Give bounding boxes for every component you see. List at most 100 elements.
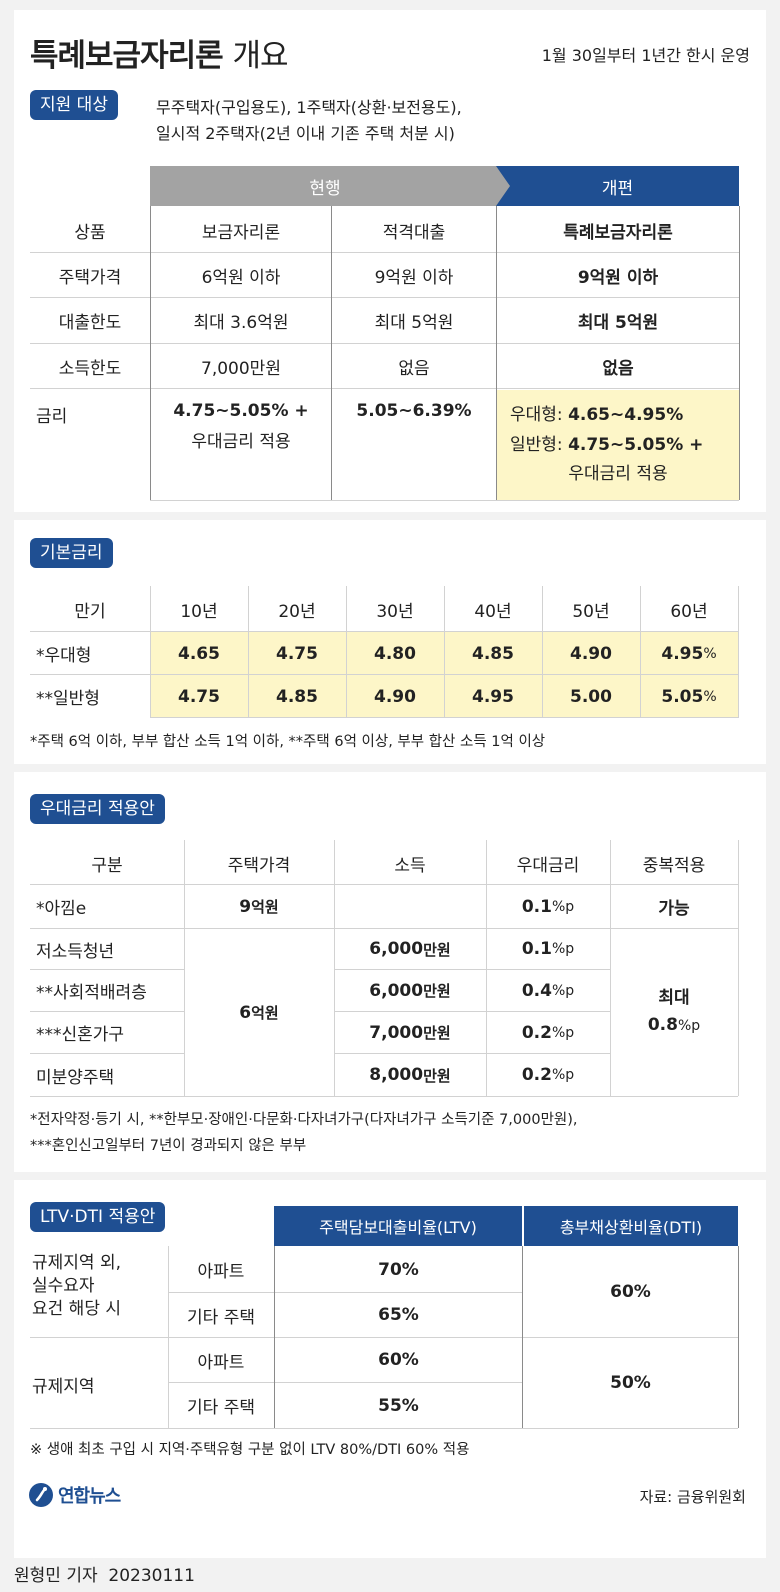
pref-income-social: 6,000 만원	[369, 980, 451, 1001]
pref-cat-unsold: 미분양주택	[36, 1067, 115, 1088]
term-40: 40년	[474, 602, 512, 622]
ltv-type-other-2: 기타 주택	[187, 1398, 255, 1418]
yonhap-logo-icon	[29, 1483, 53, 1507]
new-price: 9억원 이하	[577, 267, 659, 288]
pref-dup-max: 최대 0.8%p	[647, 988, 701, 1035]
new-limit: 최대 5억원	[577, 313, 659, 333]
base-rate-panel: 기본금리 만기 10년 20년 30년 40년 50년 60년 *우대형 4.6…	[14, 520, 766, 764]
pref-rate-social: 0.4 %p	[521, 980, 575, 1001]
ltv-type-apt-1: 아파트	[197, 1262, 245, 1282]
new-rate-line-3: 우대금리 적용	[568, 463, 668, 484]
target-line-1: 무주택자(구입용도), 1주택자(상환·보전용도),	[156, 98, 462, 117]
bogeum-price: 6억원 이하	[201, 267, 281, 288]
ltv-panel: LTV·DTI 적용안 주택담보대출비율(LTV) 총부채상환비율(DTI) 규…	[14, 1180, 766, 1558]
source-note: 자료: 금융위원회	[639, 1488, 746, 1506]
term-60: 60년	[670, 602, 708, 622]
target-line-2: 일시적 2주택자(2년 이내 기존 주택 처분 시)	[156, 124, 455, 143]
pref-dup-possible: 가능	[658, 899, 690, 919]
pref-header-price: 주택가격	[227, 855, 291, 876]
ltv-value-2: 65%	[378, 1305, 419, 1325]
term-30: 30년	[376, 602, 414, 622]
pref-income-newlywed: 7,000 만원	[369, 1022, 451, 1043]
base-rate-badge: 기본금리	[30, 538, 113, 568]
pref-cat-newlywed: ***신혼가구	[36, 1025, 125, 1045]
rate-pref-50: 4.90	[570, 643, 612, 664]
dti-value-2: 50%	[610, 1373, 651, 1393]
new-rate-highlight	[496, 390, 739, 500]
rate-gen-50: 5.00	[570, 686, 612, 707]
row-label-price: 주택가격	[58, 267, 122, 288]
ltv-badge: LTV·DTI 적용안	[30, 1202, 166, 1232]
bogeum-rate-1: 4.75~5.05% +	[173, 401, 309, 421]
header-current-bar	[150, 166, 520, 206]
ltv-header: 주택담보대출비율(LTV)	[319, 1218, 477, 1237]
pref-price-6: 6 억원	[239, 1002, 279, 1023]
pref-header-dup: 중복적용	[642, 855, 706, 876]
new-rate-line-1: 우대형: 4.65~4.95%	[510, 405, 684, 425]
preferential-badge: 우대금리 적용안	[30, 794, 165, 824]
term-20: 20년	[278, 602, 316, 622]
page-title-suffix: 개요	[232, 38, 288, 74]
ltv-footnote: ※ 생애 최초 구입 시 지역·주택유형 구분 없이 LTV 80%/DTI 6…	[30, 1442, 470, 1458]
jeokgyeok-income: 없음	[398, 358, 430, 379]
rate-pref-10: 4.65	[178, 643, 220, 664]
ltv-value-4: 55%	[378, 1395, 419, 1416]
term-10: 10년	[180, 602, 218, 622]
new-product: 특례보금자리론	[563, 222, 673, 243]
rate-pref-30: 4.80	[374, 643, 416, 664]
jeokgyeok-product: 적격대출	[382, 222, 446, 243]
jeokgyeok-limit: 최대 5억원	[374, 313, 454, 333]
bogeum-income: 7,000만원	[201, 358, 281, 379]
row-label-product: 상품	[74, 222, 106, 243]
pref-income-unsold: 8,000 만원	[369, 1065, 451, 1085]
pref-cat-youth: 저소득청년	[36, 941, 115, 962]
dti-header: 총부채상환비율(DTI)	[559, 1218, 703, 1237]
pref-header-category: 구분	[91, 855, 123, 876]
ltv-value-1: 70%	[378, 1259, 419, 1280]
pref-footnote-1: *전자약정·등기 시, **한부모·장애인·다문화·다자녀가구(다자녀가구 소득…	[30, 1112, 578, 1128]
ltv-type-apt-2: 아파트	[197, 1352, 245, 1373]
pref-price-9: 9 억원	[239, 896, 279, 917]
rate-gen-10: 4.75	[178, 686, 220, 707]
row-label-rate: 금리	[36, 407, 68, 427]
jeokgyeok-price: 9억원 이하	[374, 267, 454, 288]
ltv-group-nonregulated: 규제지역 외, 실수요자 요건 해당 시	[32, 1253, 122, 1319]
pref-header-rate: 우대금리	[516, 855, 580, 876]
rate-gen-60: 5.05%	[661, 686, 717, 707]
target-badge: 지원 대상	[30, 90, 118, 120]
jeokgyeok-rate: 5.05~6.39%	[356, 401, 472, 421]
base-rate-footnote: *주택 6억 이하, 부부 합산 소득 1억 이하, **주택 6억 이상, 부…	[30, 734, 546, 750]
pref-header-income: 소득	[394, 855, 426, 876]
rate-pref-20: 4.75	[276, 643, 318, 664]
pref-footnote-2: ***혼인신고일부터 7년이 경과되지 않은 부부	[30, 1138, 307, 1154]
pref-rate-newlywed: 0.2 %p	[521, 1022, 575, 1043]
pref-rate-unsold: 0.2 %p	[521, 1065, 575, 1085]
ltv-type-other-1: 기타 주택	[187, 1307, 255, 1328]
new-rate-line-2: 일반형: 4.75~5.05% +	[510, 435, 704, 455]
row-label-income: 소득한도	[58, 358, 122, 379]
header-current: 현행	[309, 178, 341, 199]
new-income: 없음	[602, 358, 634, 379]
yonhap-logo: 연합뉴스	[28, 1480, 121, 1510]
header-new: 개편	[601, 178, 634, 199]
term-label: 만기	[74, 602, 106, 622]
row-label-limit: 대출한도	[58, 313, 122, 333]
bogeum-rate-2: 우대금리 적용	[191, 431, 291, 452]
period-note: 1월 30일부터 1년간 한시 운영	[541, 46, 750, 65]
pref-rate-akkim: 0.1 %p	[521, 896, 575, 917]
rate-gen-20: 4.85	[276, 686, 318, 707]
rate-pref-40: 4.85	[472, 643, 514, 664]
ltv-value-3: 60%	[378, 1350, 419, 1370]
overview-panel: 특례보금자리론 개요 1월 30일부터 1년간 한시 운영 지원 대상 무주택자…	[14, 10, 766, 512]
pref-income-youth: 6,000 만원	[369, 939, 451, 959]
header-new-bar	[496, 166, 739, 206]
row-preferential-label: *우대형	[36, 646, 92, 666]
dti-value-1: 60%	[610, 1282, 651, 1302]
ltv-group-regulated: 규제지역	[32, 1377, 95, 1397]
row-general-label: **일반형	[36, 689, 100, 709]
preferential-panel: 우대금리 적용안 구분 주택가격 소득 우대금리 중복적용 *아낌e 저소득청년…	[14, 772, 766, 1172]
bogeum-product: 보금자리론	[201, 222, 281, 243]
dti-header-bar	[524, 1206, 738, 1246]
rate-gen-40: 4.95	[472, 686, 514, 707]
rate-pref-60: 4.95%	[661, 643, 717, 664]
